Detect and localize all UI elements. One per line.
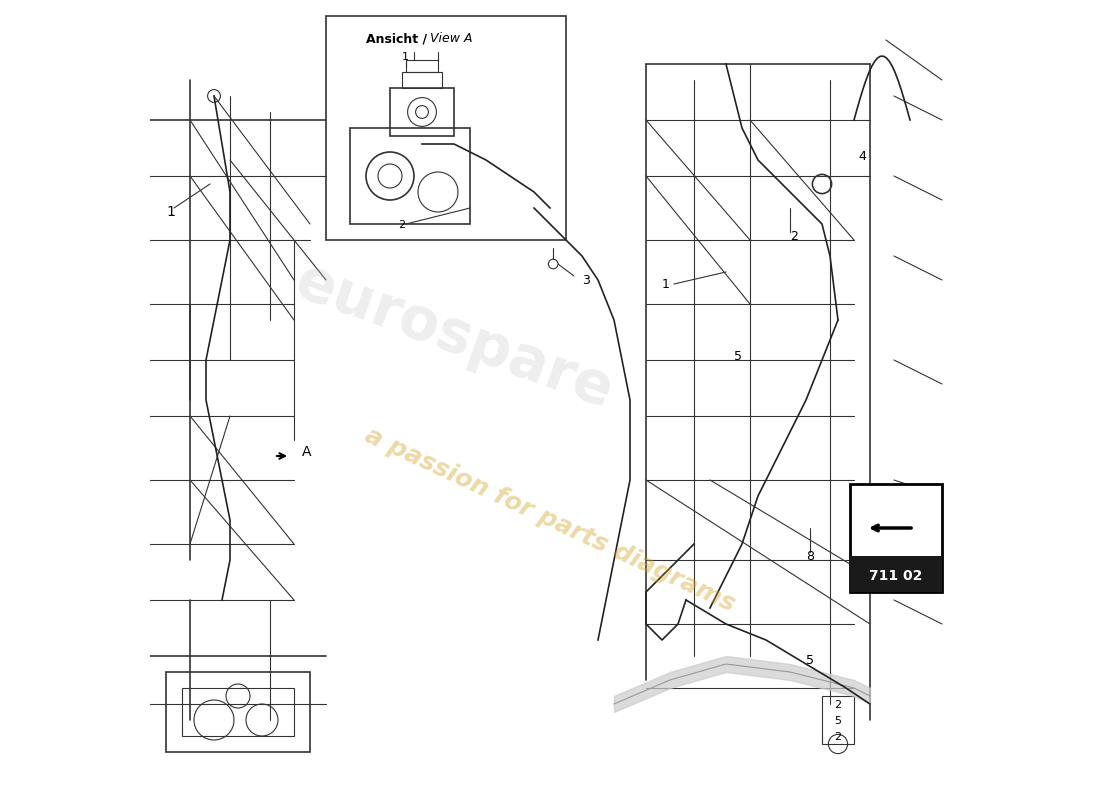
Bar <box>402 72 442 88</box>
Bar <box>326 16 566 240</box>
Text: 2: 2 <box>790 230 798 243</box>
Text: 1: 1 <box>662 278 670 291</box>
Text: 1: 1 <box>402 52 409 62</box>
Text: 4: 4 <box>858 150 866 163</box>
Text: View A: View A <box>430 32 473 45</box>
Text: 3: 3 <box>582 274 590 287</box>
Bar <box>850 556 942 592</box>
Text: 2: 2 <box>834 700 842 710</box>
Bar <box>166 672 310 752</box>
Text: 5: 5 <box>734 350 742 363</box>
Bar <box>822 696 854 744</box>
Text: a passion for parts diagrams: a passion for parts diagrams <box>361 423 739 617</box>
Text: eurospare: eurospare <box>287 252 620 420</box>
Text: 5: 5 <box>806 654 814 667</box>
Bar <box>390 88 454 136</box>
Text: 8: 8 <box>806 550 814 563</box>
Bar <box>406 60 438 72</box>
Text: 1: 1 <box>166 205 175 219</box>
Text: 711 02: 711 02 <box>869 570 922 583</box>
Bar <box>350 128 470 224</box>
Bar <box>182 688 294 736</box>
Text: A: A <box>302 445 311 459</box>
FancyBboxPatch shape <box>850 484 942 592</box>
Text: Ansicht /: Ansicht / <box>366 32 431 45</box>
Text: 2: 2 <box>398 220 405 230</box>
Text: 5: 5 <box>834 716 842 726</box>
Text: 2: 2 <box>834 732 842 742</box>
